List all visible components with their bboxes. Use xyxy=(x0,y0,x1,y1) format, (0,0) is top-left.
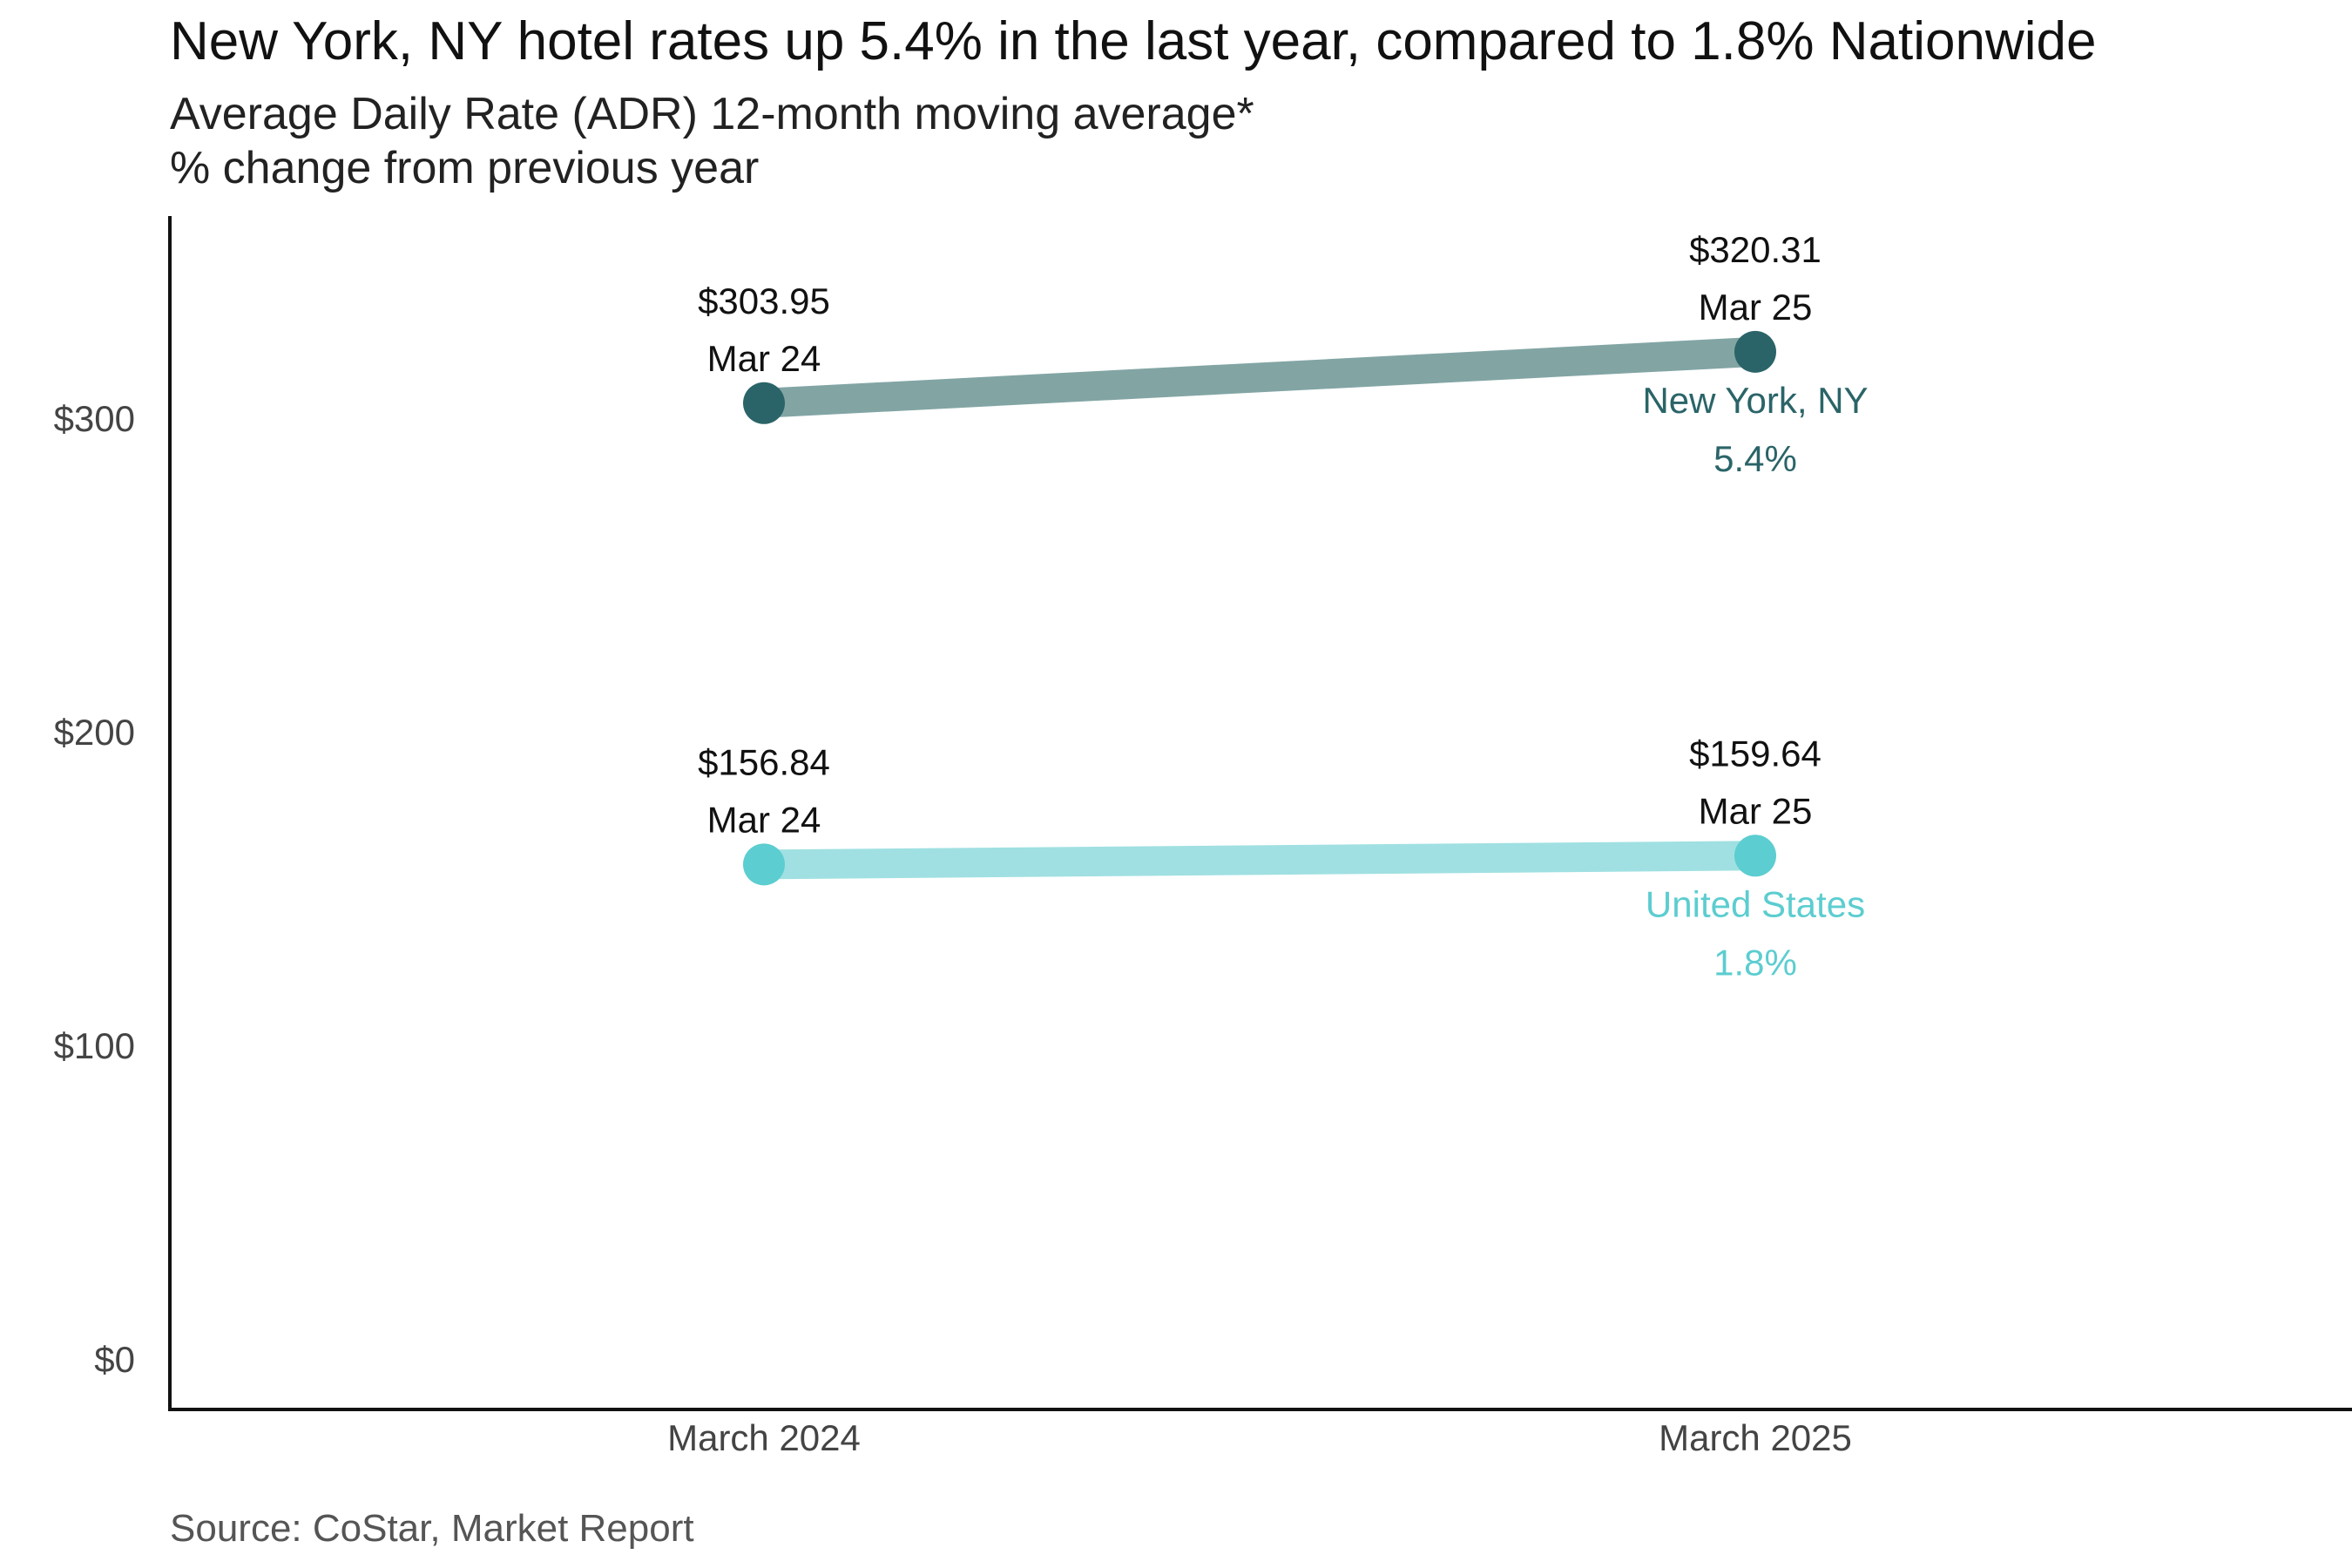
data-point xyxy=(1734,835,1776,877)
series-line xyxy=(763,336,1756,418)
y-tick-label: $0 xyxy=(94,1339,135,1380)
series-name-label: New York, NY xyxy=(1642,380,1868,421)
series-group: $156.84 Mar 24 $159.64 Mar 25 United States 1… xyxy=(698,733,1865,983)
data-point xyxy=(743,843,785,886)
data-value-label: $156.84 xyxy=(698,741,830,782)
y-tick-labels: $0 $100 $200 $300 xyxy=(54,398,135,1380)
series-group: $303.95 Mar 24 $320.31 Mar 25 New York, NY 5.… xyxy=(698,229,1868,479)
series-change-label: 5.4% xyxy=(1713,438,1797,479)
data-date-label: Mar 25 xyxy=(1699,287,1813,328)
data-value-label: $159.64 xyxy=(1689,733,1821,774)
chart-subtitle: Average Daily Rate (ADR) 12-month moving… xyxy=(170,87,1254,195)
data-point xyxy=(1734,330,1776,373)
series-name-label: United States xyxy=(1646,883,1865,924)
data-point xyxy=(743,382,785,424)
x-tick-label: March 2024 xyxy=(667,1417,861,1458)
y-tick-label: $200 xyxy=(54,712,135,753)
y-tick-label: $100 xyxy=(54,1025,135,1066)
data-date-label: Mar 24 xyxy=(707,338,821,379)
series-layer: $303.95 Mar 24 $320.31 Mar 25 New York, NY 5.… xyxy=(698,229,1868,983)
source-note: Source: CoStar, Market Report xyxy=(170,1507,694,1550)
y-tick-label: $300 xyxy=(54,398,135,439)
x-tick-label: March 2025 xyxy=(1659,1417,1852,1458)
subtitle-line-2: % change from previous year xyxy=(170,143,760,193)
data-value-label: $320.31 xyxy=(1689,229,1821,270)
data-value-label: $303.95 xyxy=(698,280,830,321)
series-line xyxy=(763,841,1756,880)
chart-title: New York, NY hotel rates up 5.4% in the … xyxy=(170,11,2097,71)
data-date-label: Mar 25 xyxy=(1699,790,1813,831)
series-change-label: 1.8% xyxy=(1713,942,1797,983)
data-date-label: Mar 24 xyxy=(707,799,821,840)
subtitle-line-1: Average Daily Rate (ADR) 12-month moving… xyxy=(170,89,1254,139)
x-tick-labels: March 2024 March 2025 xyxy=(667,1417,1852,1458)
